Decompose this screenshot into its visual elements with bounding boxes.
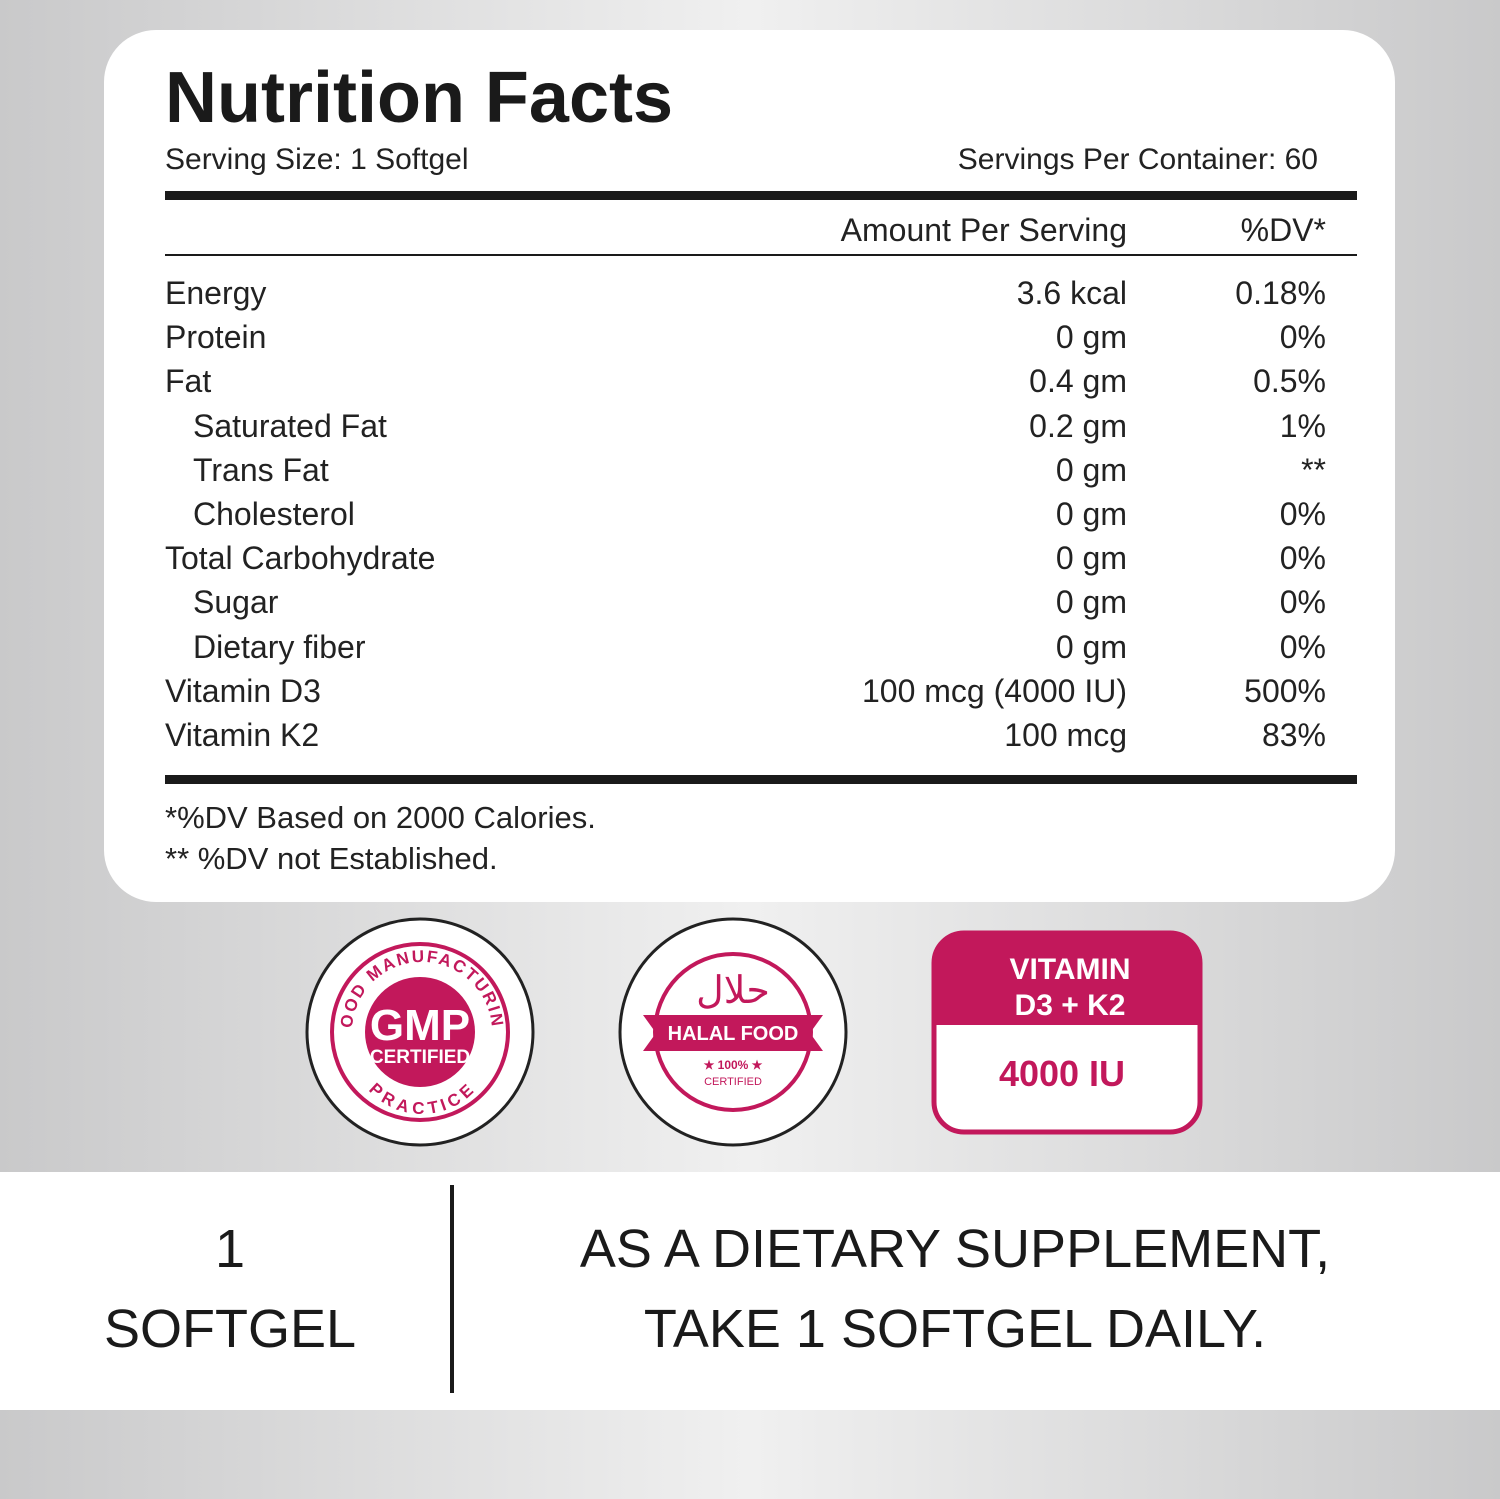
- nutrient-name: Vitamin K2: [165, 717, 320, 753]
- halal-arabic: حلال: [696, 970, 770, 1012]
- direction-line: AS A DIETARY SUPPLEMENT,: [579, 1219, 1331, 1279]
- nutrient-name: Saturated Fat: [193, 407, 387, 444]
- halal-percent: ★ 100% ★: [704, 1058, 763, 1072]
- footnote: ** %DV not Established.: [165, 841, 498, 876]
- nutrient-amount: 0 gm: [1055, 584, 1127, 621]
- nutrient-name: Dietary fiber: [193, 628, 366, 665]
- nutrient-dv: 1%: [1279, 407, 1326, 444]
- nutrient-name: Trans Fat: [193, 451, 329, 488]
- thick-rule: [165, 191, 1357, 200]
- nutrient-name: Sugar: [193, 584, 279, 621]
- nutrient-dv: 0.18%: [1235, 275, 1326, 311]
- nutrient-name: Vitamin D3: [165, 672, 321, 709]
- serving-size: Serving Size: 1 Softgel: [165, 143, 469, 176]
- nutrient-name: Fat: [165, 363, 212, 400]
- nutrient-amount: 0.4 gm: [1029, 363, 1127, 400]
- nutrient-amount: 0.2 gm: [1029, 407, 1127, 444]
- title: Nutrition Facts: [165, 58, 674, 138]
- nutrient-amount: 0 gm: [1055, 496, 1127, 532]
- vitamin-line: D3 + K2: [1015, 989, 1126, 1022]
- direction-line: TAKE 1 SOFTGEL DAILY.: [643, 1299, 1267, 1359]
- gmp-sub: CERTIFIED: [370, 1047, 470, 1068]
- column-header: Amount Per Serving: [840, 212, 1127, 248]
- nutrient-dv: 0.5%: [1253, 363, 1326, 400]
- nutrient-amount: 0 gm: [1055, 628, 1127, 665]
- nutrient-dv: 500%: [1244, 672, 1326, 709]
- nutrient-amount: 0 gm: [1055, 319, 1127, 356]
- dose-number: 1: [214, 1219, 246, 1279]
- gmp-main: GMP: [370, 1001, 470, 1050]
- servings-per-container: Servings Per Container: 60: [957, 143, 1318, 176]
- divider: [450, 1185, 454, 1393]
- vitamin-badge: VITAMIN D3 + K2 4000 IU: [931, 930, 1203, 1135]
- nutrient-amount: 3.6 kcal: [1016, 275, 1127, 311]
- vitamin-strength: 4000 IU: [999, 1053, 1125, 1094]
- nutrient-name: Total Carbohydrate: [165, 540, 436, 577]
- nutrition-card: [104, 30, 1395, 902]
- nutrient-dv: 0%: [1279, 319, 1326, 356]
- column-header: %DV*: [1240, 212, 1326, 248]
- nutrient-amount: 0 gm: [1055, 451, 1127, 488]
- nutrient-dv: 0%: [1279, 584, 1326, 621]
- nutrient-amount: 0 gm: [1055, 540, 1127, 577]
- nutrient-dv: 83%: [1261, 717, 1326, 753]
- nutrient-dv: **: [1301, 451, 1326, 488]
- gmp-badge: GOOD MANUFACTURING PRACTICE GMP CERTIFIE…: [0, 905, 535, 1147]
- nutrient-name: Cholesterol: [193, 496, 355, 532]
- nutrient-dv: 0%: [1279, 496, 1326, 532]
- thin-rule: [165, 254, 1357, 256]
- vitamin-line: VITAMIN: [1009, 953, 1130, 986]
- nutrient-amount: 100 mcg (4000 IU): [861, 672, 1127, 709]
- dose-unit: SOFTGEL: [103, 1299, 357, 1359]
- nutrient-dv: 0%: [1279, 540, 1326, 577]
- nutrient-dv: 0%: [1279, 628, 1326, 665]
- nutrient-name: Protein: [165, 319, 267, 356]
- halal-sub: CERTIFIED: [704, 1076, 762, 1088]
- nutrient-amount: 100 mcg: [1004, 717, 1127, 753]
- nutrient-name: Energy: [165, 275, 267, 311]
- halal-banner: HALAL FOOD: [668, 1023, 799, 1045]
- thick-rule: [165, 775, 1357, 784]
- directions-strip: [0, 1172, 1500, 1410]
- halal-badge: حلال HALAL FOOD ★ 100% ★ CERTIFIED: [618, 917, 848, 1147]
- badges: GOOD MANUFACTURING PRACTICE GMP CERTIFIE…: [0, 905, 1203, 1147]
- footnote: *%DV Based on 2000 Calories.: [165, 800, 596, 835]
